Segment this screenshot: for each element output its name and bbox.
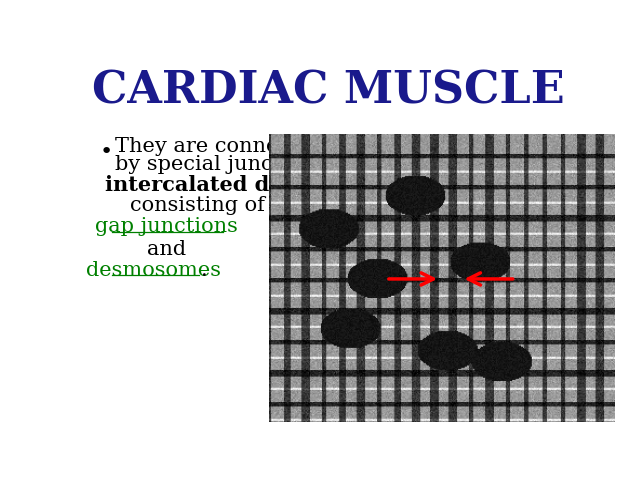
Text: gap junctions: gap junctions — [95, 217, 238, 236]
Text: CARDIAC MUSCLE: CARDIAC MUSCLE — [92, 70, 564, 112]
Text: and: and — [147, 240, 186, 259]
Text: desmosomes: desmosomes — [86, 261, 221, 280]
Text: intercalated discs –: intercalated discs – — [105, 175, 331, 195]
Text: consisting of: consisting of — [129, 196, 264, 215]
Text: •: • — [100, 142, 113, 162]
Text: by special junction -: by special junction - — [115, 156, 327, 174]
Text: .: . — [200, 261, 207, 280]
Text: They are connected: They are connected — [115, 137, 324, 156]
